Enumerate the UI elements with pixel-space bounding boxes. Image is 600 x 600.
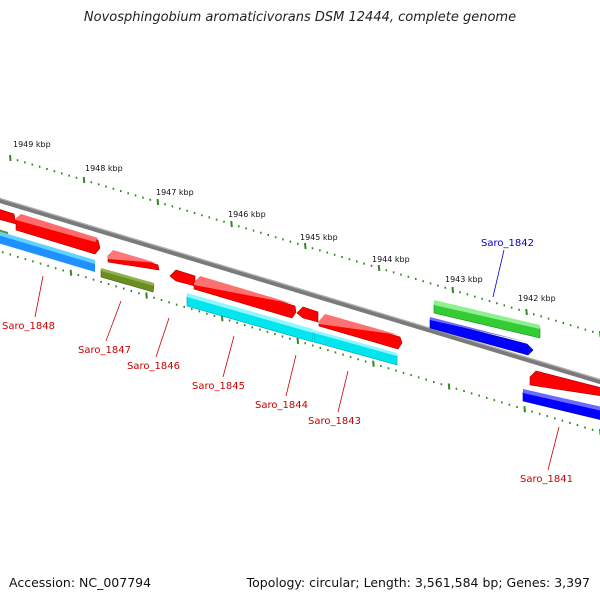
feature-red-small[interactable] (169, 269, 196, 287)
gene-label-saro-1848[interactable]: Saro_1848 (2, 321, 55, 332)
genome-backbone (0, 197, 600, 385)
major-tick (296, 337, 300, 345)
kbp-label-1946: 1946 kbp (228, 210, 266, 219)
kbp-label-1943: 1943 kbp (445, 275, 483, 284)
gene-labels: Saro_1848 Saro_1847 Saro_1846 Saro_1845 … (2, 238, 573, 485)
feature-steelblue[interactable] (0, 233, 95, 272)
gene-label-saro-1847[interactable]: Saro_1847 (78, 345, 131, 356)
major-tick (156, 198, 160, 206)
kbp-label-1948: 1948 kbp (85, 164, 123, 173)
gene-label-saro-1846[interactable]: Saro_1846 (127, 361, 180, 372)
major-tick (451, 286, 455, 294)
map-title: Novosphingobium aromaticivorans DSM 1244… (83, 10, 517, 25)
topology-summary: Topology: circular; Length: 3,561,584 bp… (246, 575, 590, 590)
major-tick (377, 264, 381, 272)
features (0, 209, 600, 420)
gene-label-saro-1841[interactable]: Saro_1841 (520, 474, 573, 485)
major-tick (372, 360, 375, 367)
major-tick (447, 383, 451, 390)
kbp-label-1949: 1949 kbp (13, 140, 51, 149)
major-tick (82, 176, 86, 184)
accession-text: Accession: NC_007794 (9, 575, 152, 590)
feature-red-right[interactable] (529, 370, 600, 396)
kbp-labels: 1949 kbp 1948 kbp 1947 kbp 1946 kbp 1945… (13, 140, 556, 303)
major-tick (230, 220, 233, 228)
kbp-label-1947: 1947 kbp (156, 188, 194, 197)
major-tick (304, 242, 307, 250)
feature-red-partial[interactable] (0, 209, 17, 225)
label-leaders (34, 249, 560, 471)
major-tick (523, 406, 526, 413)
major-tick (9, 154, 12, 162)
major-tick (69, 269, 73, 276)
major-tick (525, 308, 528, 316)
gene-label-saro-1845[interactable]: Saro_1845 (192, 381, 245, 392)
gene-label-saro-1843[interactable]: Saro_1843 (308, 416, 361, 427)
major-tick (145, 292, 148, 299)
lower-tick-track (1, 251, 600, 436)
upper-tick-track (9, 154, 600, 338)
gene-label-saro-1844[interactable]: Saro_1844 (255, 400, 308, 411)
feature-blue-upper[interactable] (429, 318, 534, 356)
gene-label-saro-1842[interactable]: Saro_1842 (481, 238, 534, 249)
feature-red-mid[interactable] (296, 306, 319, 323)
kbp-label-1945: 1945 kbp (300, 233, 338, 242)
kbp-label-1944: 1944 kbp (372, 255, 410, 264)
kbp-label-1942: 1942 kbp (518, 294, 556, 303)
